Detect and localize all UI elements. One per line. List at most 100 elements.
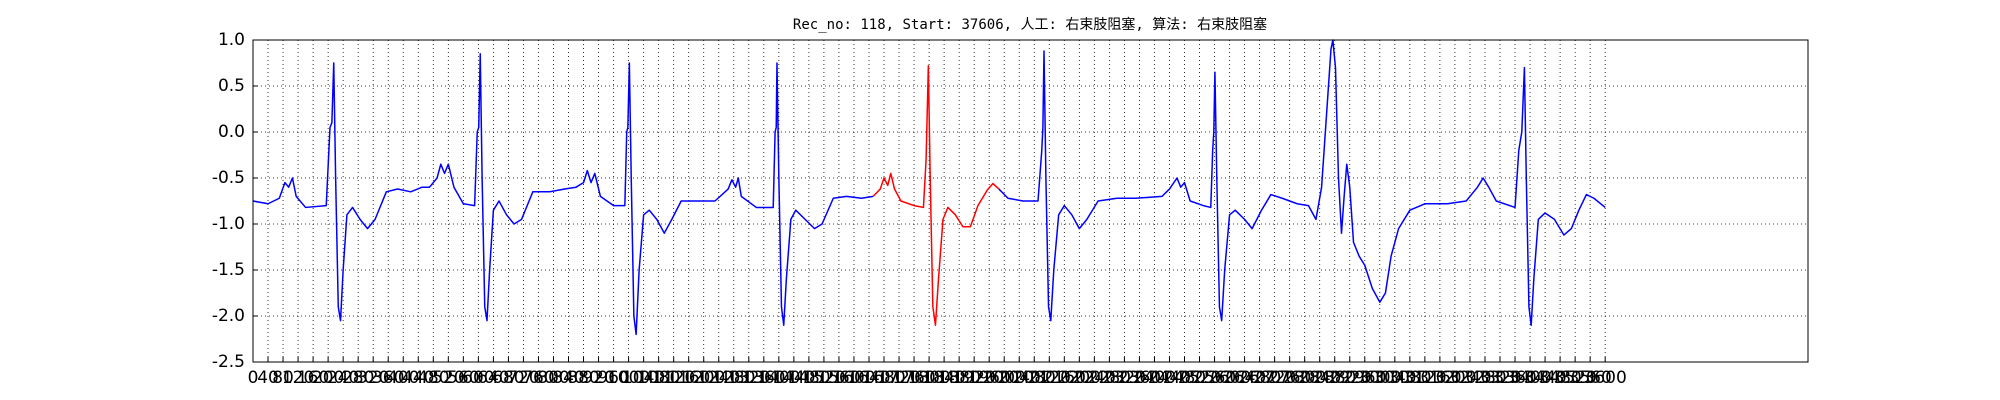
x-tick-label: 1520 — [802, 368, 845, 388]
x-tick-label: 960 — [597, 368, 629, 388]
y-tick-label: -1.5 — [212, 260, 245, 280]
x-tick-label: 680 — [492, 368, 524, 388]
x-tick-label: 80 — [272, 368, 294, 388]
x-tick-label: 400 — [387, 368, 419, 388]
x-tick-label: 1040 — [622, 368, 665, 388]
x-tick-label: 3280 — [1463, 368, 1506, 388]
x-tick-label: 1560 — [817, 368, 860, 388]
x-tick-label: 3320 — [1478, 368, 1521, 388]
x-tick-label: 1000 — [607, 368, 650, 388]
ecg-line — [998, 39, 1606, 326]
x-tick-label: 1160 — [667, 368, 710, 388]
x-tick-label: 480 — [417, 368, 449, 388]
x-tick-label: 3560 — [1569, 368, 1612, 388]
x-tick-label: 1280 — [712, 368, 755, 388]
x-tick-label: 3200 — [1433, 368, 1476, 388]
x-tick-label: 2880 — [1313, 368, 1356, 388]
y-tick-label: 0.0 — [218, 122, 245, 142]
x-tick-label: 2680 — [1238, 368, 1281, 388]
x-tick-label: 2960 — [1343, 368, 1386, 388]
x-tick-label: 2200 — [1058, 368, 1101, 388]
x-tick-label: 2160 — [1043, 368, 1086, 388]
x-tick-label: 2800 — [1283, 368, 1326, 388]
x-tick-label: 2760 — [1268, 368, 1311, 388]
chart-title: Rec_no: 118, Start: 37606, 人工: 右束肢阻塞, 算法… — [793, 16, 1267, 33]
ecg-line — [872, 65, 1000, 326]
x-tick-label: 1800 — [907, 368, 950, 388]
x-tick-label: 2120 — [1028, 368, 1071, 388]
x-tick-label: 2240 — [1073, 368, 1116, 388]
y-tick-label: -2.5 — [212, 352, 245, 372]
x-tick-label: 2640 — [1223, 368, 1266, 388]
x-tick-label: 1200 — [682, 368, 725, 388]
x-tick-label: 2040 — [998, 368, 1041, 388]
y-tick-label: -1.0 — [212, 214, 245, 234]
x-tick-label: 1760 — [892, 368, 935, 388]
x-tick-label: 840 — [552, 368, 584, 388]
x-tick-label: 1320 — [727, 368, 770, 388]
x-tick-label: 2920 — [1328, 368, 1371, 388]
x-tick-label: 2320 — [1103, 368, 1146, 388]
ecg-line — [252, 53, 874, 336]
x-tick-label: 3400 — [1508, 368, 1551, 388]
x-tick-label: 880 — [567, 368, 599, 388]
x-tick-label: 2720 — [1253, 368, 1296, 388]
x-tick-label: 240 — [327, 368, 359, 388]
x-tick-label: 1880 — [938, 368, 981, 388]
x-tick-label: 2000 — [983, 368, 1026, 388]
x-tick-label: 120 — [282, 368, 314, 388]
x-tick-label: 3440 — [1523, 368, 1566, 388]
y-tick-label: 0.5 — [218, 76, 245, 96]
x-tick-label: 320 — [357, 368, 389, 388]
x-tick-label: 1960 — [968, 368, 1011, 388]
x-tick-label: 800 — [537, 368, 569, 388]
x-tick-label: 920 — [582, 368, 614, 388]
x-tick-label: 360 — [372, 368, 404, 388]
x-tick-label: 2840 — [1298, 368, 1341, 388]
x-tick-label: 2560 — [1193, 368, 1236, 388]
x-tick-label: 3360 — [1493, 368, 1536, 388]
x-tick-label: 1600 — [832, 368, 875, 388]
x-tick-label: 3600 — [1584, 368, 1627, 388]
x-tick-label: 760 — [522, 368, 554, 388]
plot-frame — [252, 39, 1809, 363]
x-tick-label: 1120 — [652, 368, 695, 388]
x-tick-label: 640 — [477, 368, 509, 388]
x-tick-label: 40 — [257, 368, 279, 388]
x-tick-label: 600 — [462, 368, 494, 388]
x-tick-label: 3520 — [1553, 368, 1596, 388]
x-tick-label: 1360 — [742, 368, 785, 388]
x-tick-label: 2400 — [1133, 368, 1176, 388]
x-tick-label: 1680 — [862, 368, 905, 388]
x-tick-label: 440 — [402, 368, 434, 388]
x-tick-label: 0 — [248, 368, 259, 388]
x-tick-label: 3480 — [1538, 368, 1581, 388]
x-tick-label: 3080 — [1388, 368, 1431, 388]
x-tick-label: 3000 — [1358, 368, 1401, 388]
x-tick-label: 3160 — [1418, 368, 1461, 388]
x-tick-label: 2080 — [1013, 368, 1056, 388]
x-tick-label: 1480 — [787, 368, 830, 388]
x-tick-label: 2520 — [1178, 368, 1221, 388]
x-tick-label: 2480 — [1163, 368, 1206, 388]
x-tick-label: 520 — [432, 368, 464, 388]
x-tick-label: 2280 — [1088, 368, 1131, 388]
x-tick-label: 1720 — [877, 368, 920, 388]
x-tick-label: 1400 — [757, 368, 800, 388]
x-tick-label: 1840 — [922, 368, 965, 388]
x-tick-label: 1240 — [697, 368, 740, 388]
x-tick-label: 1440 — [772, 368, 815, 388]
x-tick-label: 3240 — [1448, 368, 1491, 388]
y-tick-label: 1.0 — [218, 30, 245, 50]
x-tick-label: 3120 — [1403, 368, 1446, 388]
x-tick-label: 200 — [312, 368, 344, 388]
y-tick-label: -2.0 — [212, 306, 245, 326]
x-tick-label: 160 — [297, 368, 329, 388]
x-tick-label: 560 — [447, 368, 479, 388]
x-tick-label: 280 — [342, 368, 374, 388]
x-tick-label: 3040 — [1373, 368, 1416, 388]
x-tick-label: 1920 — [953, 368, 996, 388]
x-tick-label: 1640 — [847, 368, 890, 388]
x-tick-label: 720 — [507, 368, 539, 388]
